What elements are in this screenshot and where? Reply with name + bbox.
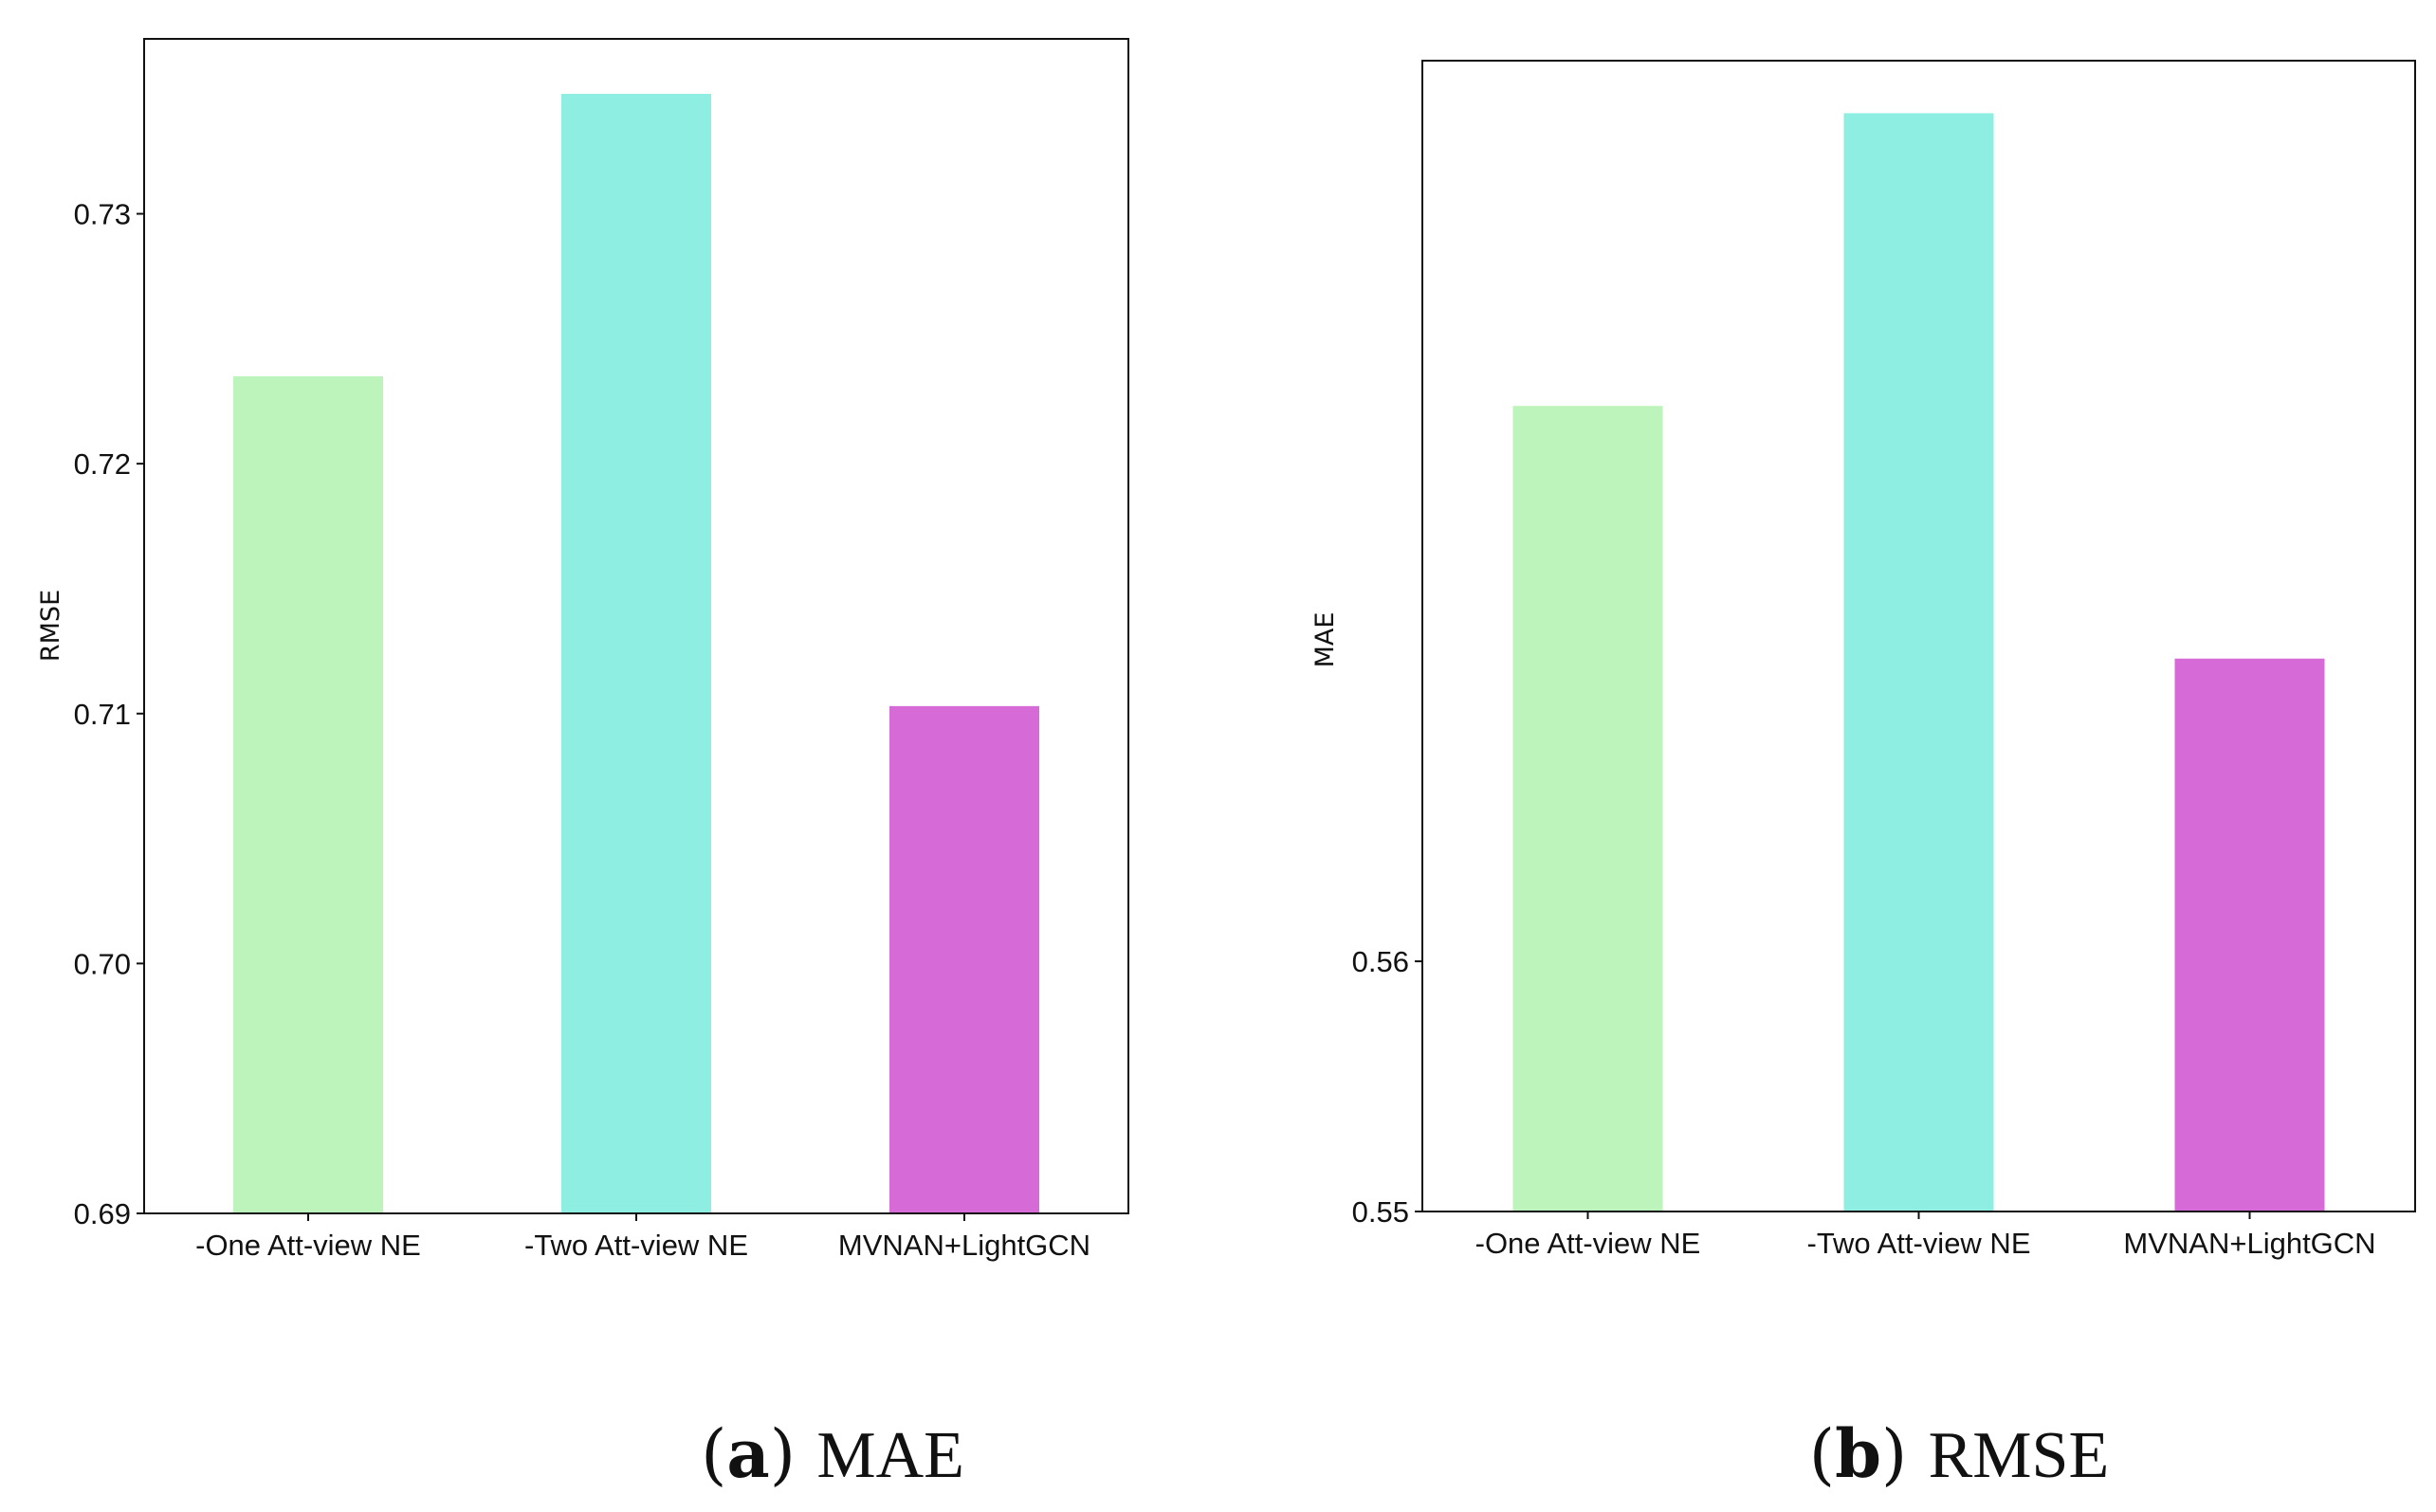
caption-text: RMSE [1929, 1419, 2110, 1492]
caption-letter: b [1835, 1414, 1881, 1493]
x-tick-label: MVNAN+LightGCN [2123, 1227, 2375, 1260]
y-ticks-b: 0.55 0.56 [1352, 945, 1422, 1229]
x-ticks-a: -One Att-view NE -Two Att-view NE MVNAN+Li… [195, 1213, 1090, 1262]
y-tick-label: 0.56 [1352, 945, 1409, 978]
y-axis-label: MAE [1310, 612, 1340, 668]
plot-frame-b [1421, 60, 2416, 1212]
x-tick-label: -One Att-view NE [1475, 1227, 1701, 1260]
chart-panel-a: RMSE 0.69 0.70 0.71 0.72 0.73 -One Att-view … [36, 38, 1129, 1493]
x-tick-label: MVNAN+LightGCN [838, 1229, 1090, 1262]
caption-close-paren: ) [1881, 1415, 1929, 1493]
bar-3 [2174, 658, 2325, 1211]
bar-2 [561, 93, 711, 1214]
x-tick-label: -Two Att-view NE [524, 1229, 748, 1262]
x-tick-label: -One Att-view NE [195, 1229, 421, 1262]
caption-b: (b) RMSE [1809, 1414, 2109, 1493]
bar-1 [1512, 406, 1663, 1211]
bar-2 [1843, 113, 1994, 1211]
y-ticks-a: 0.69 0.70 0.71 0.72 0.73 [74, 198, 144, 1230]
bar-3 [889, 705, 1039, 1213]
caption-open-paren: ( [701, 1415, 726, 1493]
x-tick-label: -Two Att-view NE [1807, 1227, 2031, 1260]
caption-text: MAE [816, 1419, 964, 1492]
y-tick-label: 0.70 [74, 947, 131, 980]
x-ticks-b: -One Att-view NE -Two Att-view NE MVNAN+Li… [1475, 1211, 2376, 1260]
caption-close-paren: ) [770, 1415, 817, 1493]
chart-panel-b: MAE 0.55 0.56 -One Att-view NE -Two Att-vi… [1310, 60, 2416, 1493]
y-tick-label: 0.72 [74, 447, 131, 481]
plot-frame-a [143, 38, 1129, 1214]
y-tick-label: 0.73 [74, 198, 131, 231]
caption-open-paren: ( [1809, 1415, 1835, 1493]
caption-a: (a) MAE [701, 1414, 964, 1493]
bars-b [1512, 113, 2325, 1211]
y-axis-label: RMSE [36, 590, 65, 662]
y-tick-label: 0.71 [74, 698, 131, 731]
y-tick-label: 0.69 [74, 1197, 131, 1230]
y-tick-label: 0.55 [1352, 1195, 1409, 1229]
bars-a [233, 93, 1039, 1214]
bar-1 [233, 375, 383, 1214]
caption-letter: a [726, 1414, 769, 1493]
